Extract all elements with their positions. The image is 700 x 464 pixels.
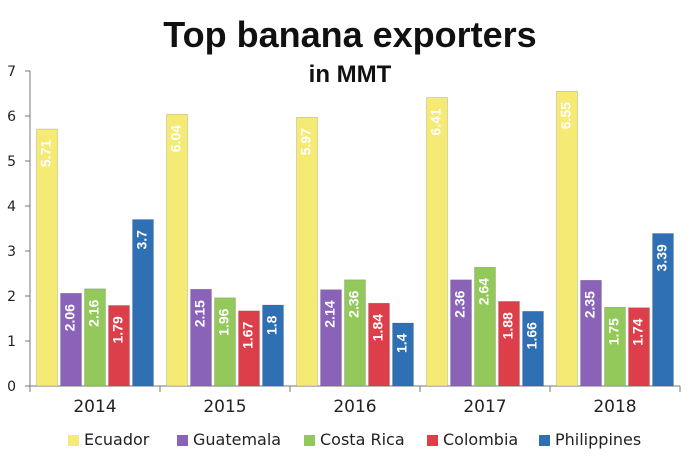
chart-subtitle: in MMT <box>309 61 392 88</box>
bar <box>36 128 58 387</box>
legend-swatch <box>427 435 438 446</box>
y-tick-label: 2 <box>7 289 16 305</box>
data-label: 3.39 <box>654 244 670 271</box>
y-tick-label: 1 <box>7 334 16 350</box>
legend-label: Philippines <box>555 430 641 449</box>
bar <box>426 97 448 387</box>
bar <box>214 297 236 387</box>
bar <box>190 288 212 387</box>
bar <box>474 266 496 387</box>
bar <box>498 301 520 387</box>
data-label: 5.71 <box>38 140 54 167</box>
data-label: 6.04 <box>168 125 184 152</box>
bar <box>108 305 130 387</box>
bar <box>262 304 284 387</box>
legend-swatch <box>304 435 315 446</box>
y-axis: 0 1 2 3 4 5 6 7 <box>7 64 31 395</box>
bar <box>450 279 472 387</box>
y-tick-label: 4 <box>7 199 16 215</box>
bar <box>522 310 544 387</box>
legend-label: Guatemala <box>193 430 281 449</box>
data-label: 5.97 <box>298 128 314 155</box>
bar <box>132 219 154 387</box>
y-tick-label: 7 <box>7 64 16 80</box>
bar <box>392 322 414 387</box>
legend-label: Costa Rica <box>320 430 405 449</box>
data-label: 2.64 <box>476 278 492 305</box>
data-label: 1.74 <box>630 318 646 345</box>
x-tick-label: 2018 <box>593 397 636 417</box>
x-tick-label: 2014 <box>73 397 116 417</box>
data-label: 1.8 <box>264 315 280 335</box>
data-label: 1.66 <box>524 322 540 349</box>
data-label: 2.06 <box>62 304 78 331</box>
data-label: 1.88 <box>500 312 516 339</box>
bar <box>580 279 602 387</box>
y-tick-label: 3 <box>7 244 16 260</box>
y-tick-label: 0 <box>7 379 16 395</box>
legend-label: Colombia <box>443 430 518 449</box>
data-label: 1.4 <box>394 333 410 353</box>
bar <box>296 117 318 387</box>
bar <box>238 310 260 387</box>
y-tick-label: 5 <box>7 154 16 170</box>
data-label: 1.79 <box>110 316 126 343</box>
bar <box>604 306 626 387</box>
data-label: 2.36 <box>452 290 468 317</box>
data-label: 2.16 <box>86 299 102 326</box>
data-label: 3.7 <box>134 230 150 250</box>
y-tick-label: 6 <box>7 109 16 125</box>
data-label: 2.36 <box>346 290 362 317</box>
x-tick-label: 2017 <box>463 397 506 417</box>
data-label: 2.14 <box>322 300 338 327</box>
data-label: 2.35 <box>582 291 598 318</box>
chart-title: Top banana exporters <box>163 14 536 55</box>
x-axis: 2014 2015 2016 2017 2018 <box>29 385 681 417</box>
bar <box>320 289 342 387</box>
data-label: 6.55 <box>558 102 574 129</box>
legend-swatch <box>68 435 79 446</box>
data-label: 1.84 <box>370 314 386 341</box>
data-label: 2.15 <box>192 300 208 327</box>
bar <box>368 302 390 387</box>
bar <box>60 292 82 387</box>
bar <box>344 279 366 387</box>
data-label: 1.96 <box>216 308 232 335</box>
data-label: 1.67 <box>240 321 256 348</box>
legend-swatch <box>539 435 550 446</box>
legend: Ecuador Guatemala Costa Rica Colombia Philip… <box>68 430 641 449</box>
x-tick-label: 2016 <box>333 397 376 417</box>
bar <box>628 307 650 387</box>
bar <box>84 288 106 387</box>
x-tick-label: 2015 <box>203 397 246 417</box>
bar <box>652 233 674 387</box>
bar <box>556 90 578 387</box>
legend-label: Ecuador <box>84 430 150 449</box>
bars: 5.71 6.04 5.97 6.41 6.55 2.06 2.15 2.14 2.36 2.35… <box>36 90 674 387</box>
data-label: 6.41 <box>428 108 444 135</box>
legend-swatch <box>177 435 188 446</box>
data-label: 1.75 <box>606 318 622 345</box>
bar <box>166 113 188 387</box>
